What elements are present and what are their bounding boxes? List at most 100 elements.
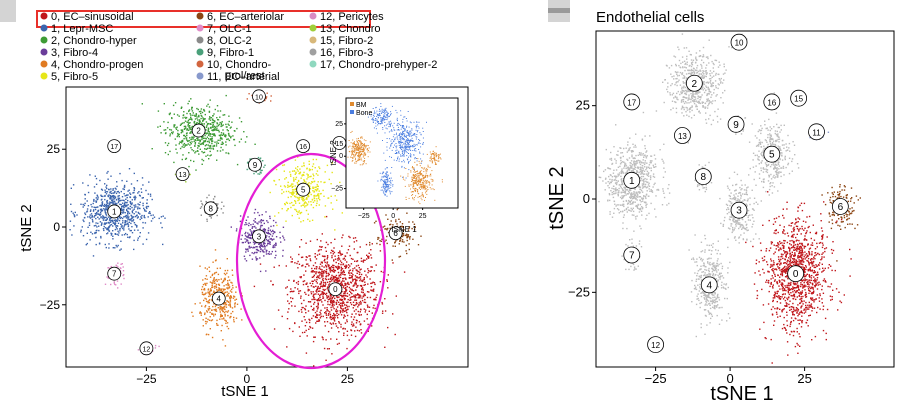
- cluster-label-text-2: 5: [769, 150, 775, 161]
- legend-swatch: [196, 12, 204, 20]
- inset-cluster-1: [382, 109, 427, 179]
- legend-swatch: [309, 48, 317, 56]
- inset-plot: BM Bone −25 0 25 25 0 −25 tSNE 1 tSNE 2: [329, 97, 459, 234]
- cluster-label-16: 16: [296, 139, 311, 154]
- axes-2: −25 0 25 25 0 −25: [568, 98, 812, 386]
- cluster-label-2-11: 11: [808, 123, 825, 141]
- cluster-label-2-7: 7: [623, 246, 641, 264]
- cluster-4-points: [191, 249, 245, 347]
- legend-label: 10, Chondro-: [207, 59, 272, 71]
- legend-item: 2, Chondro-hyper: [40, 35, 137, 47]
- legend-label: 7, OLC-1: [207, 23, 252, 35]
- cluster-label-13: 13: [175, 167, 190, 182]
- cluster-label-3: 3: [252, 229, 266, 244]
- inset-y-tick-label: 25: [335, 121, 343, 128]
- inset-y-tick-label: −25: [331, 186, 343, 193]
- cluster-label-2-8: 8: [694, 168, 712, 186]
- cluster-label-10: 10: [252, 89, 266, 104]
- cluster-label-text-2: 10: [735, 39, 744, 48]
- cluster-label-2-0: 0: [787, 265, 805, 283]
- cluster-label-text: 0: [333, 285, 338, 294]
- x-tick-label-2: 0: [726, 371, 733, 386]
- cluster-label-text-2: 4: [706, 280, 712, 291]
- cluster-label-2-16: 16: [763, 93, 781, 111]
- legend-label: 13, Chondro: [320, 23, 381, 35]
- cluster-label-2-4: 4: [700, 276, 718, 294]
- cluster-label-text-2: 3: [736, 206, 742, 217]
- legend-item: 0, EC–sinusoidal: [40, 11, 134, 23]
- cluster-label-text: 6: [393, 229, 398, 238]
- legend-item: 10, Chondro-prol/rest: [196, 59, 272, 82]
- legend-swatch: [40, 60, 48, 68]
- cluster-label-2-17: 17: [623, 93, 641, 111]
- cluster-label-6: 6: [388, 226, 403, 241]
- cluster-label-text: 4: [217, 295, 222, 304]
- legend-label: 8, OLC-2: [207, 35, 252, 47]
- legend-swatch: [196, 60, 204, 68]
- cluster-label-2-12: 12: [647, 336, 664, 354]
- x-tick-label-2: 25: [797, 371, 811, 386]
- y-tick-label-2: 25: [576, 98, 590, 113]
- inset-legend-bone: Bone: [356, 110, 372, 117]
- legend-item: 17, Chondro-prehyper-2: [309, 59, 437, 71]
- legend-item: 15, Fibro-2: [309, 35, 373, 47]
- legend-item: 3, Fibro-4: [40, 47, 98, 59]
- cluster-label-2-13: 13: [674, 127, 691, 144]
- inset-point-layer: [347, 103, 443, 205]
- inset-cluster-3: [400, 153, 443, 205]
- cluster-label-text-2: 0: [793, 269, 799, 280]
- cluster-label-text-2: 11: [812, 128, 821, 137]
- y-tick-label: 0: [53, 220, 60, 234]
- legend-label: 0, EC–sinusoidal: [51, 11, 134, 23]
- cluster-label-4: 4: [211, 291, 226, 306]
- cluster-label-text: 7: [112, 270, 117, 279]
- x-tick-label: 25: [341, 372, 355, 386]
- cluster-label-text-2: 17: [627, 98, 636, 107]
- plot-frame-2: [595, 30, 895, 368]
- y-tick-label: 25: [47, 142, 61, 156]
- cluster-label-text-2: 13: [678, 132, 687, 141]
- legend-swatch: [40, 24, 48, 32]
- cluster-label-2-5: 5: [763, 145, 781, 163]
- legend-item: 1, Lepr-MSC: [40, 23, 113, 35]
- cluster-label-text: 10: [255, 94, 263, 101]
- x-axis-label: tSNE 1: [221, 383, 269, 400]
- legend-swatch: [309, 12, 317, 20]
- cluster-label-text: 3: [257, 232, 262, 241]
- cluster-label-text: 8: [208, 204, 213, 213]
- inset-cluster-5: [429, 146, 442, 165]
- legend-item: 13, Chondro: [309, 23, 381, 35]
- x-tick-label-2: −25: [645, 371, 667, 386]
- cluster-label-text-2: 6: [838, 202, 844, 213]
- cluster-label-2-2: 2: [685, 74, 703, 92]
- legend-item: 8, OLC-2: [196, 35, 252, 47]
- legend-swatch: [309, 60, 317, 68]
- y-tick-label: −25: [40, 298, 61, 312]
- cluster-label-text: 12: [143, 346, 151, 353]
- legend-label: 15, Fibro-2: [320, 35, 373, 47]
- page-mark-stripe: [548, 8, 570, 13]
- legend-item: 4, Chondro-progen: [40, 59, 143, 71]
- cluster-label-text: 13: [179, 172, 187, 179]
- legend-label: 1, Lepr-MSC: [51, 23, 113, 35]
- y-axis-label-2: tSNE 2: [546, 166, 568, 229]
- inset-legend-swatch-bm: [350, 102, 354, 106]
- cluster-label-0: 0: [328, 282, 343, 297]
- inset-x-tick-label: 0: [391, 213, 395, 220]
- inset-cluster-2: [364, 103, 398, 134]
- inset-cluster-0: [347, 130, 371, 166]
- inset-legend-bm: BM: [356, 102, 367, 109]
- cluster-label-2-3: 3: [730, 201, 748, 219]
- cluster-label-text-2: 9: [733, 120, 739, 131]
- cluster-label-text-2: 2: [692, 79, 698, 90]
- legend-item: 11, EC–arterial: [196, 71, 280, 83]
- cluster-label-5: 5: [296, 182, 311, 197]
- panel-endothelial: Endothelial cells 0123456789101112131516…: [546, 9, 895, 405]
- cluster-label-text: 16: [299, 144, 307, 151]
- legend-swatch: [40, 72, 48, 80]
- legend-swatch: [40, 12, 48, 20]
- cluster-label-2: 2: [191, 123, 206, 138]
